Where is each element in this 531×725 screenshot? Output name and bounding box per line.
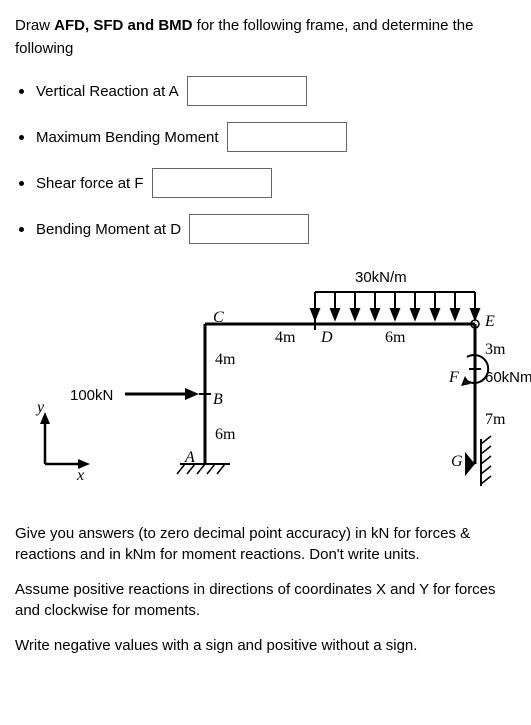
- dim-6m-2: 6m: [215, 426, 236, 443]
- note-line: Give you answers (to zero decimal point …: [15, 523, 516, 565]
- node-c: C: [213, 309, 224, 326]
- input-item: Shear force at F: [15, 168, 516, 198]
- dim-3m: 3m: [485, 341, 506, 358]
- question-title: Draw AFD, SFD and BMD for the following …: [15, 15, 516, 60]
- dist-load-label: 30kN/m: [355, 269, 407, 286]
- shear-force-f-input[interactable]: [152, 168, 272, 198]
- max-bending-moment-input[interactable]: [227, 122, 347, 152]
- moment-label: 60kNm: [485, 369, 531, 386]
- node-d: D: [320, 329, 333, 346]
- dim-4m-2: 4m: [275, 329, 296, 346]
- input-label: Vertical Reaction at A: [36, 83, 179, 100]
- title-prefix: Draw: [15, 17, 54, 34]
- axis-y: y: [35, 399, 45, 416]
- bullet-icon: [19, 89, 24, 94]
- node-b: B: [213, 391, 223, 408]
- input-label: Maximum Bending Moment: [36, 129, 219, 146]
- dim-4m-1: 4m: [215, 351, 236, 368]
- bullet-icon: [19, 135, 24, 140]
- node-f: F: [448, 369, 459, 386]
- axis-x: x: [76, 467, 84, 484]
- node-g: G: [451, 453, 463, 470]
- bullet-icon: [19, 181, 24, 186]
- input-item: Bending Moment at D: [15, 214, 516, 244]
- vertical-reaction-a-input[interactable]: [187, 76, 307, 106]
- node-e: E: [484, 313, 495, 330]
- dim-6m-1: 6m: [385, 329, 406, 346]
- dim-7m: 7m: [485, 411, 506, 428]
- input-item: Maximum Bending Moment: [15, 122, 516, 152]
- title-bold: AFD, SFD and BMD: [54, 17, 192, 34]
- frame-diagram: 30kN/m A B C D E F G 4m 4m 6m 6m 3m 7m 1…: [25, 264, 516, 498]
- note-line: Assume positive reactions in directions …: [15, 579, 516, 621]
- input-list: Vertical Reaction at A Maximum Bending M…: [15, 76, 516, 244]
- bending-moment-d-input[interactable]: [189, 214, 309, 244]
- input-item: Vertical Reaction at A: [15, 76, 516, 106]
- input-label: Shear force at F: [36, 175, 144, 192]
- note-line: Write negative values with a sign and po…: [15, 635, 516, 656]
- input-label: Bending Moment at D: [36, 221, 181, 238]
- instructions: Give you answers (to zero decimal point …: [15, 523, 516, 656]
- point-load-label: 100kN: [70, 387, 113, 404]
- bullet-icon: [19, 227, 24, 232]
